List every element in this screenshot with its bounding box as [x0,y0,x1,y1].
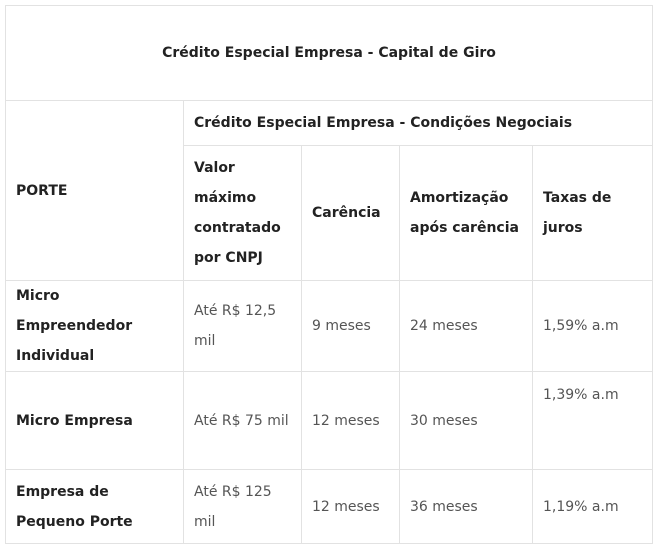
cell: 1,39% a.m [531,371,654,470]
cell: 30 meses [399,371,533,470]
column-header: Carência [301,145,400,281]
column-header: Valor máximo contratado por CNPJ [183,145,302,281]
cell: Até R$ 75 mil [183,371,302,470]
row-label: Empresa de Pequeno Porte [5,469,184,544]
cell: 12 meses [301,371,400,470]
cell: 1,19% a.m [531,469,654,544]
column-header: Taxas de juros [531,145,654,281]
porte-header: PORTE [5,100,184,281]
table-title: Crédito Especial Empresa - Capital de Gi… [4,5,654,101]
credit-table: Crédito Especial Empresa - Capital de Gi… [4,5,654,544]
cell: 24 meses [399,280,533,372]
cell: Até R$ 125 mil [183,469,302,544]
column-header: Amortização após carência [399,145,533,281]
group-header: Crédito Especial Empresa - Condições Neg… [182,100,654,146]
cell: Até R$ 12,5 mil [183,280,302,372]
row-label: Micro Empreendedor Individual [5,280,184,372]
cell: 1,59% a.m [531,280,654,372]
cell: 36 meses [399,469,533,544]
cell: 9 meses [301,280,400,372]
row-label: Micro Empresa [5,371,184,470]
page: Crédito Especial Empresa - Capital de Gi… [4,5,654,544]
cell: 12 meses [301,469,400,544]
